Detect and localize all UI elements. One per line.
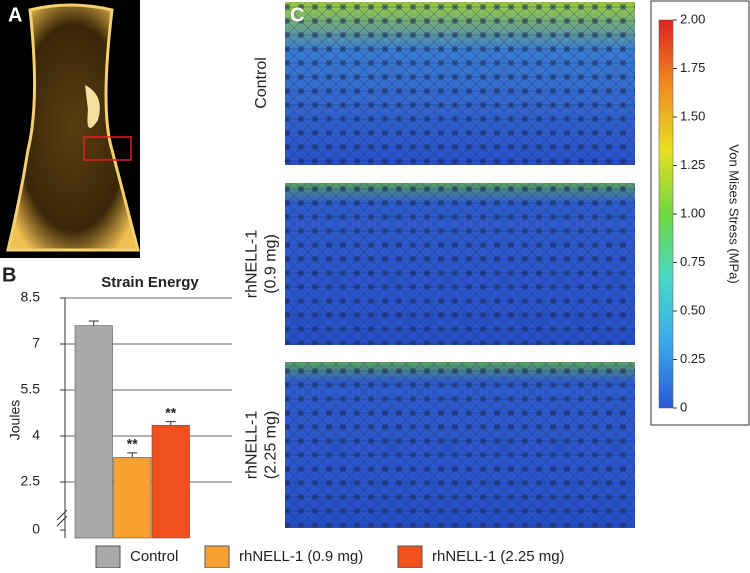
colorbar-tick-label: 1.25 — [680, 157, 705, 172]
error-bar — [88, 320, 99, 326]
legend-label: rhNELL-1 (0.9 mg) — [239, 548, 363, 565]
error-bar — [165, 421, 176, 426]
panel-a-image — [0, 0, 140, 258]
y-tick-label: 5.5 — [21, 381, 41, 397]
colorbar-tick-label: 1.00 — [680, 205, 705, 220]
colorbar-tick-label: 0.75 — [680, 254, 705, 269]
y-tick-label: 4 — [32, 427, 40, 443]
legend-swatch — [204, 545, 230, 569]
fea-images — [285, 2, 635, 528]
significance: ** — [165, 404, 176, 420]
legend-swatch — [397, 545, 423, 569]
y-tick-label: 7 — [32, 335, 40, 351]
colorbar — [658, 19, 674, 409]
row-label: rhNELL-1 — [244, 411, 261, 480]
panel-label: A — [8, 4, 22, 26]
bar — [74, 325, 113, 539]
colorbar-label: Von Mises Stress (MPa) — [727, 144, 742, 283]
bar — [151, 424, 190, 539]
colorbar-tick-label: 1.75 — [680, 60, 705, 75]
y-tick-label: 0 — [32, 521, 40, 537]
panel-label: B — [2, 264, 16, 286]
legend-label: Control — [130, 548, 178, 565]
panel-label: C — [290, 4, 304, 26]
row-label: Control — [253, 57, 270, 109]
y-tick-label: 2.5 — [21, 473, 41, 489]
chart-title: Strain Energy — [101, 274, 199, 291]
significance: ** — [127, 436, 138, 452]
row-label: (2.25 mg) — [263, 411, 280, 479]
error-bar — [127, 452, 138, 458]
colorbar-tick-label: 0.50 — [680, 302, 705, 317]
colorbar-tick-label: 0.25 — [680, 351, 705, 366]
legend-swatch — [95, 545, 121, 569]
colorbar-tick-label: 2.00 — [680, 11, 705, 26]
colorbar-tick-label: 1.50 — [680, 108, 705, 123]
colorbar-tick-label: 0 — [680, 399, 687, 414]
y-tick-label: 8.5 — [21, 289, 41, 305]
axis-break — [56, 509, 68, 527]
row-label: rhNELL-1 — [244, 230, 261, 299]
row-label: (0.9 mg) — [263, 234, 280, 294]
y-axis-label: Joules — [7, 400, 23, 440]
legend-label: rhNELL-1 (2.25 mg) — [432, 548, 565, 565]
bar — [113, 457, 152, 539]
